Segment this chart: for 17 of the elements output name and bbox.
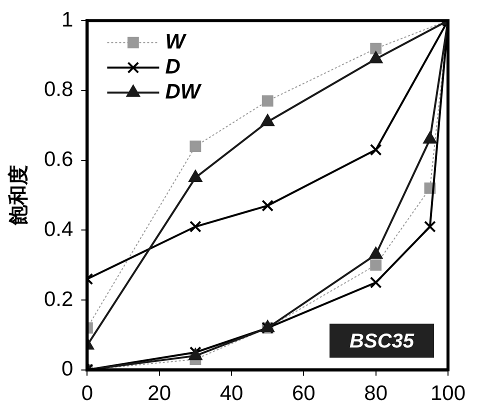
x-tick-label: 0 [81, 382, 94, 406]
x-tick-label: 60 [292, 382, 316, 406]
x-tick-label: 80 [364, 382, 388, 406]
y-tick-label: 0.2 [44, 288, 74, 311]
y-tick-label: 0.4 [44, 218, 74, 241]
x-tick-label: 20 [148, 382, 172, 406]
y-tick-label: 1 [62, 8, 74, 32]
y-tick-label: 0.8 [44, 78, 74, 102]
legend-label: D [165, 55, 180, 78]
x-tick-label: 100 [430, 382, 466, 406]
legend-label: DW [165, 80, 202, 104]
legend-label: W [165, 30, 188, 54]
annotation: BSC35 [350, 330, 415, 352]
y-axis-title: 飽和度 [6, 165, 30, 226]
y-tick-label: 0.6 [44, 148, 74, 172]
y-tick-label: 0 [62, 358, 74, 381]
x-tick-label: 40 [220, 382, 244, 406]
